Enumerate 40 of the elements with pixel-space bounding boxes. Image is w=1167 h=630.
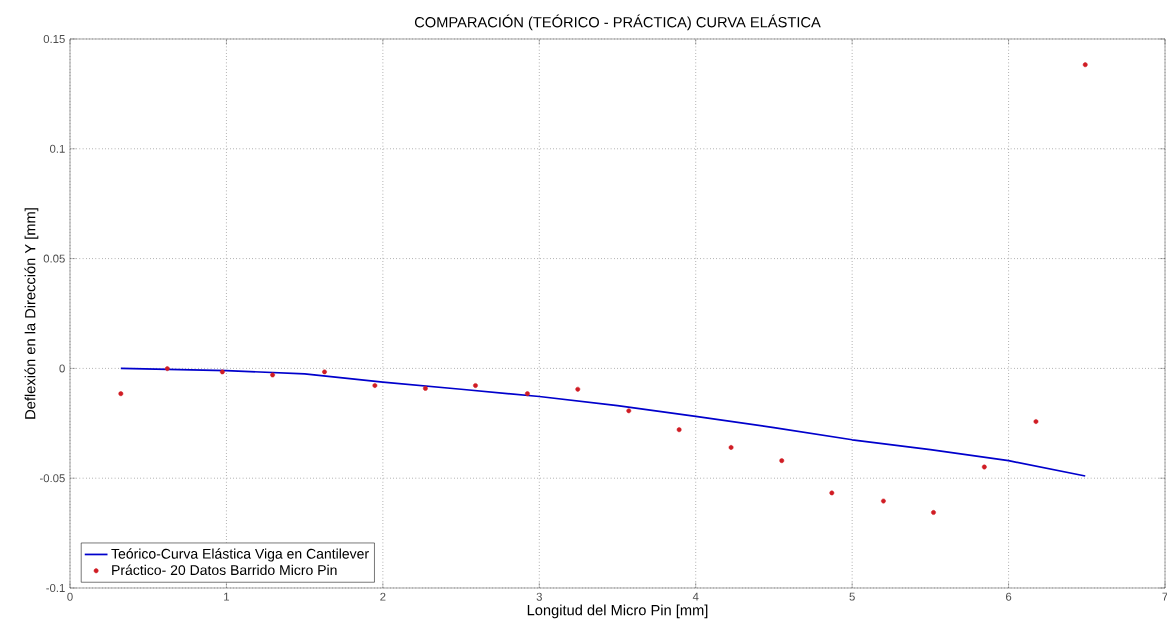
x-tick-label: 7	[1162, 592, 1167, 601]
y-tick-label: -0.1	[46, 584, 65, 593]
y-tick-label: -0.05	[39, 474, 65, 483]
x-tick-label: 6	[1006, 592, 1012, 601]
y-tick-label: 0	[59, 364, 65, 373]
point	[931, 510, 936, 515]
legend-label: Teórico-Curva Elástica Viga en Cantilever	[111, 548, 369, 562]
point	[473, 383, 478, 388]
x-tick-label: 1	[224, 592, 230, 601]
point	[164, 366, 170, 372]
y-tick-label: 0.15	[43, 34, 65, 43]
point	[219, 369, 225, 375]
point	[1082, 62, 1088, 68]
y-axis-title: Deflexión en la Dirección Y [mm]	[24, 208, 39, 419]
point	[1033, 419, 1039, 424]
point	[575, 386, 581, 392]
point	[676, 427, 682, 433]
point	[372, 383, 378, 388]
y-tick-label: 0.05	[43, 254, 65, 263]
legend-label: Práctico- 20 Datos Barrido Micro Pin	[112, 564, 337, 576]
point	[981, 464, 987, 470]
point	[626, 408, 632, 414]
point	[525, 391, 530, 397]
x-tick-label: 2	[380, 592, 386, 601]
x-axis-title: Longitud del Micro Pin [mm]	[527, 604, 708, 619]
point	[270, 372, 275, 378]
point	[322, 369, 327, 375]
line-series	[119, 367, 1087, 477]
x-tick-label: 0	[67, 592, 73, 601]
point	[118, 391, 124, 397]
x-tick-label: 4	[692, 592, 699, 601]
point	[728, 445, 734, 450]
point	[423, 385, 428, 391]
point	[881, 498, 886, 504]
x-tick-label: 5	[849, 592, 855, 601]
x-tick-label: 3	[536, 592, 542, 601]
point	[829, 490, 835, 496]
chart-title: COMPARACIÓN (TEÓRICO - PRÁCTICA) CURVA ELÁSTICA	[414, 14, 821, 31]
y-tick-label: 0.1	[49, 144, 65, 153]
point	[779, 458, 785, 464]
